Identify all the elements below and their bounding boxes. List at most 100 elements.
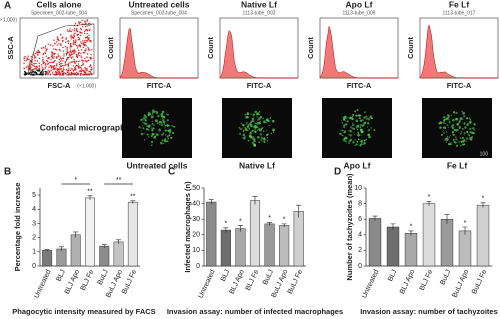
fluorescence-illustration: [445, 117, 448, 121]
error-bar: [130, 200, 136, 204]
error-bar: [281, 223, 287, 227]
axis-label: Count: [406, 37, 415, 59]
fluorescence-illustration: [150, 134, 153, 137]
micrograph-caption: Untreated cells: [127, 160, 188, 170]
y-tick-label: 1: [32, 249, 36, 256]
fluorescence-illustration: [251, 129, 254, 132]
fluorescence-illustration: [359, 126, 362, 128]
scatter-illustration: [67, 58, 69, 60]
scatter-illustration: [34, 67, 36, 70]
fluorescence-illustration: [256, 129, 259, 131]
scatter-illustration: [56, 71, 58, 74]
fluorescence-illustration: [445, 131, 448, 133]
fluorescence-illustration: [459, 132, 462, 135]
fluorescence-illustration: [150, 115, 153, 118]
x-tick-label: BuLJ: [262, 269, 275, 286]
fluorescence-illustration: [248, 134, 252, 138]
scatter-illustration: [84, 52, 86, 54]
scatter-illustration: [74, 69, 77, 71]
fluorescence-illustration: [244, 113, 247, 116]
scatter-illustration: [72, 37, 75, 40]
fluorescence-illustration: [142, 121, 144, 123]
scatter-illustration: [86, 69, 89, 71]
fluorescence-illustration: [451, 131, 455, 134]
fluorescence-illustration: [458, 141, 460, 143]
significance-label: *: [239, 218, 242, 225]
scatter-illustration: [55, 67, 57, 69]
plot-subtitle: Specimen_002-tube_004: [131, 10, 187, 16]
chart-caption: Invasion assay: number of infected macro…: [167, 307, 343, 316]
fluorescence-illustration: [357, 133, 360, 137]
fluorescence-illustration: [443, 126, 445, 128]
fluorescence-illustration: [248, 122, 252, 126]
scatter-illustration: [67, 74, 70, 76]
histogram-illustration: [319, 26, 398, 79]
scatter-illustration: [32, 70, 34, 73]
error-bar: [444, 214, 450, 224]
error-bar: [408, 230, 414, 236]
scatter-illustration: [57, 38, 60, 41]
scatter-illustration: [59, 56, 62, 58]
error-bar: [101, 244, 107, 248]
fluorescence-illustration: [349, 133, 353, 137]
scatter-illustration: [30, 69, 32, 71]
error-bar: [372, 215, 378, 221]
scatter-illustration: [27, 65, 29, 67]
bar: [70, 234, 81, 267]
x-tick-label: BLJ: [387, 269, 398, 283]
fluorescence-illustration: [265, 138, 267, 140]
scatter-illustration: [91, 49, 93, 51]
scatter-illustration: [59, 60, 62, 63]
fluorescence-illustration: [359, 144, 362, 147]
error-bar: [73, 231, 79, 238]
scatter-illustration: [34, 74, 36, 76]
scatter-illustration: [75, 27, 78, 30]
fluorescence-illustration: [349, 116, 353, 119]
fluorescence-illustration: [346, 120, 349, 123]
scatter-illustration: [56, 39, 58, 41]
y-tick-label: 30: [192, 216, 200, 223]
fluorescence-illustration: [368, 133, 370, 135]
y-tick-label: 50: [192, 185, 200, 192]
fluorescence-illustration: [254, 130, 257, 134]
fluorescence-illustration: [452, 127, 454, 130]
y-tick-label: 20: [192, 232, 200, 239]
significance-label: *: [428, 194, 431, 201]
fluorescence-illustration: [244, 126, 246, 129]
fluorescence-illustration: [449, 122, 451, 124]
scatter-illustration: [49, 74, 52, 76]
fluorescence-illustration: [461, 127, 464, 130]
scatter-illustration: [67, 65, 70, 67]
scatter-illustration: [73, 41, 75, 43]
fluorescence-illustration: [365, 115, 368, 118]
scatter-illustration: [82, 43, 84, 45]
scatter-illustration: [86, 30, 89, 32]
bar: [368, 218, 382, 267]
y-tick-label: 5: [32, 192, 36, 199]
plot-subtitle: Specimen_002-tube_004: [31, 10, 87, 16]
scatter-illustration: [87, 46, 89, 49]
panel-label: C: [168, 167, 175, 178]
scatter-illustration: [48, 57, 51, 59]
fluorescence-illustration: [351, 117, 354, 121]
scatter-illustration: [65, 54, 68, 56]
fluorescence-illustration: [447, 116, 449, 119]
bar: [235, 228, 246, 267]
scatter-illustration: [62, 67, 65, 69]
scatter-illustration: [60, 57, 62, 60]
scatter-illustration: [83, 74, 85, 76]
fluorescence-illustration: [348, 117, 351, 119]
fluorescence-illustration: [363, 121, 367, 125]
scatter-illustration: [33, 54, 36, 57]
axis-label: SSC-A: [6, 36, 15, 60]
fluorescence-illustration: [263, 120, 266, 124]
scatter-illustration: [84, 66, 86, 69]
scatter-illustration: [58, 39, 60, 42]
fluorescence-illustration: [455, 118, 458, 121]
fluorescence-illustration: [171, 125, 173, 127]
fluorescence-illustration: [348, 142, 350, 145]
scatter-illustration: [72, 53, 74, 55]
scatter-illustration: [74, 32, 76, 34]
scatter-illustration: [34, 70, 36, 73]
scatter-illustration: [80, 70, 83, 72]
